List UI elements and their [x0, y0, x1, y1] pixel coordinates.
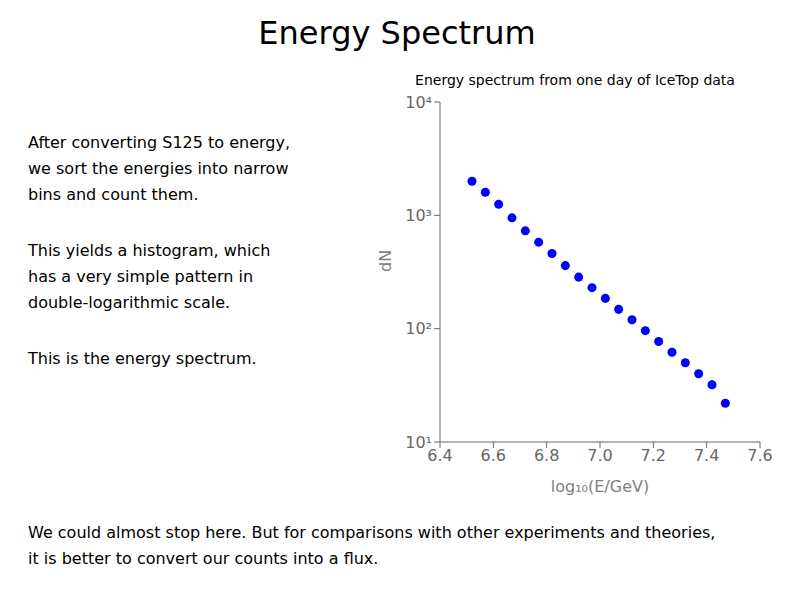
- html-text:double-logarithmic scale.: double-logarithmic scale.: [28, 293, 231, 312]
- svg-text:7.6: 7.6: [747, 446, 772, 465]
- html-text:Energy Spectrum: Energy Spectrum: [258, 14, 536, 52]
- html-text:This is the energy spectrum.: This is the energy spectrum.: [28, 349, 257, 368]
- svg-text:6.8: 6.8: [534, 446, 559, 465]
- html-text:it is better to convert our co: it is better to convert our counts into …: [28, 549, 379, 568]
- svg-text:log₁₀(E/GeV): log₁₀(E/GeV): [551, 477, 649, 496]
- svg-text:6.6: 6.6: [481, 446, 506, 465]
- svg-text:dN: dN: [376, 250, 395, 272]
- html-text:After converting S125 to energ: After converting S125 to energy,: [28, 133, 290, 152]
- svg-text:7.2: 7.2: [641, 446, 666, 465]
- svg-text:10³: 10³: [405, 206, 432, 225]
- svg-text:10¹: 10¹: [405, 433, 432, 452]
- html-text:We could almost stop here. But: We could almost stop here. But for compa…: [28, 523, 716, 542]
- svg-text:10²: 10²: [405, 319, 432, 338]
- html-text:has a very simple pattern in: has a very simple pattern in: [28, 267, 254, 286]
- html-text:Energy spectrum from one day o: Energy spectrum from one day of IceTop d…: [415, 72, 735, 88]
- html-text:we sort the energies into narr: we sort the energies into narrow: [28, 159, 289, 178]
- svg-text:7.4: 7.4: [694, 446, 719, 465]
- svg-text:7.0: 7.0: [587, 446, 612, 465]
- svg-text:10⁴: 10⁴: [405, 93, 432, 112]
- svg-text:6.4: 6.4: [427, 446, 453, 466]
- html-text:bins and count them.: bins and count them.: [28, 185, 199, 204]
- html-text:This yields a histogram, which: This yields a histogram, which: [28, 241, 271, 260]
